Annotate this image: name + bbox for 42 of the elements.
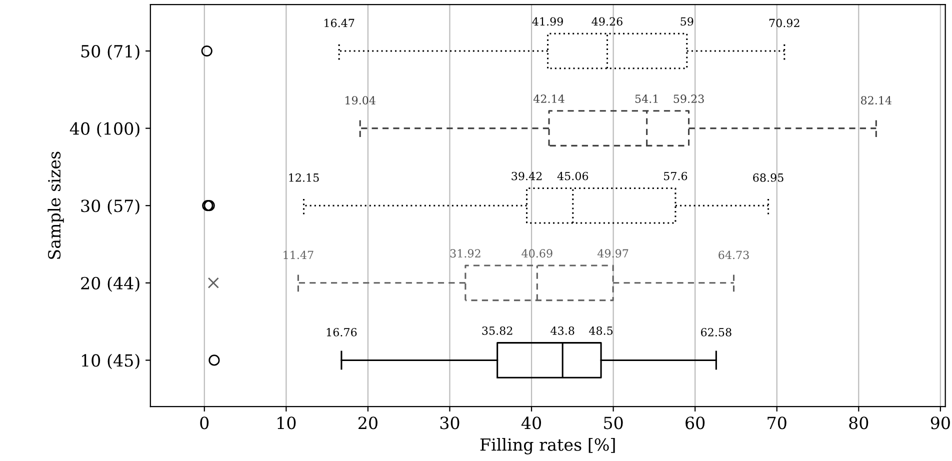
x-tick-label: 80 — [849, 416, 868, 430]
text: 19.04 — [346, 96, 376, 104]
text: 68.95 — [753, 173, 784, 182]
x-tick-label: 60 — [686, 416, 705, 430]
x-tick-label: 20 — [358, 416, 378, 430]
x-tick-label: 90 — [930, 416, 950, 430]
text: 12.15 — [289, 173, 319, 182]
text: 41.99 — [532, 17, 563, 26]
x-tick-label: 70 — [768, 416, 786, 430]
y-tick-label: 40 (100) — [70, 122, 140, 138]
x-tick-label: 0 — [200, 416, 209, 430]
text: 16.76 — [326, 328, 357, 336]
text: 57.6 — [664, 172, 688, 180]
text: 82.14 — [860, 96, 892, 104]
text: 39.42 — [512, 172, 542, 180]
text: 49.26 — [592, 17, 622, 26]
text: 62.58 — [701, 328, 732, 336]
text: 31.92 — [450, 249, 480, 258]
text: 42.14 — [533, 94, 564, 103]
text: 43.8 — [550, 326, 574, 335]
text: 54.1 — [635, 94, 658, 103]
x-tick-label: 30 — [440, 416, 460, 430]
text: 64.73 — [718, 250, 749, 260]
text: 48.5 — [589, 326, 613, 335]
text: 35.82 — [482, 326, 512, 335]
y-tick-label: 10 (45) — [82, 354, 140, 370]
text: 45.06 — [557, 172, 588, 180]
text: 59.23 — [674, 94, 704, 103]
text: 40.69 — [522, 249, 552, 258]
y-tick-label: 30 (57) — [81, 199, 140, 215]
text: 11.47 — [284, 250, 314, 260]
y-tick-label: 50 (71) — [81, 44, 140, 60]
y-axis-title: Sample sizes — [48, 152, 64, 259]
x-tick-label: 40 — [521, 416, 542, 430]
x-axis-title: Filling rates [%] — [480, 438, 615, 454]
x-tick-label: 10 — [278, 416, 296, 430]
x-tick-label: 50 — [604, 416, 623, 430]
text: 59 — [680, 17, 694, 26]
y-tick-label: 20 (44) — [81, 276, 140, 292]
text: 70.92 — [769, 18, 800, 28]
text: 49.97 — [597, 249, 628, 258]
text: 16.47 — [324, 18, 354, 28]
